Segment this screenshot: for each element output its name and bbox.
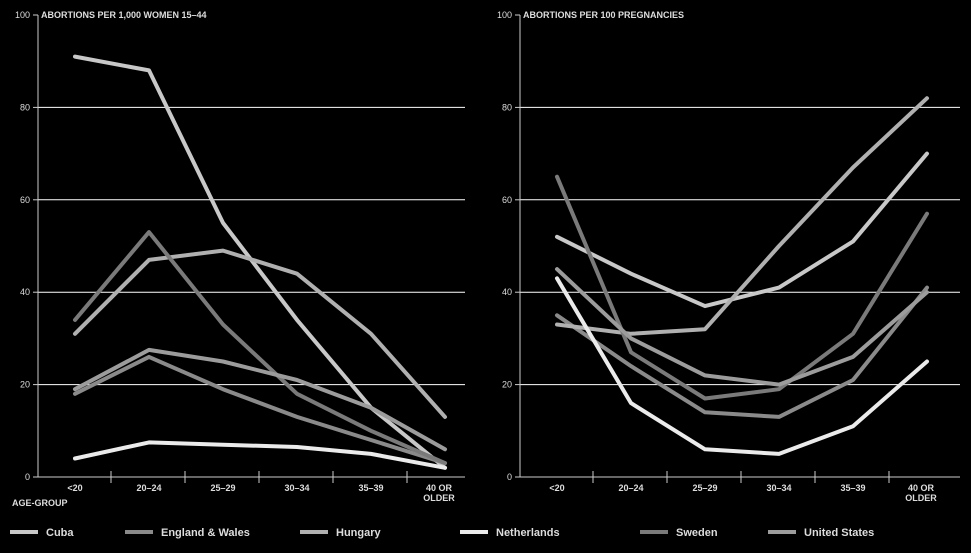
legend-label: Sweden [676,527,718,539]
x-tick-label: 30–34 [284,483,309,493]
x-tick-label: 20–24 [136,483,161,493]
legend-label: United States [804,527,874,539]
x-tick-label: 30–34 [766,483,791,493]
y-tick-label: 60 [502,195,512,205]
x-tick-label: 40 OR OLDER [423,483,455,503]
series-line-england-wales [73,354,447,466]
y-tick-label: 40 [20,287,30,297]
y-tick-label: 60 [20,195,30,205]
panel-title: ABORTIONS PER 1,000 WOMEN 15–44 [41,10,207,20]
x-tick-label: 35–39 [358,483,383,493]
x-tick-label: 35–39 [840,483,865,493]
series-line-sweden [73,230,447,466]
series-line-england-wales [555,285,929,419]
panel-title: ABORTIONS PER 100 PREGNANCIES [523,10,684,20]
y-tick-label: 40 [502,287,512,297]
legend-label: Hungary [336,527,382,539]
y-tick-label: 20 [502,380,512,390]
x-axis-label: AGE-GROUP [12,498,68,508]
y-tick-label: 0 [25,472,30,482]
y-tick-label: 100 [497,10,512,20]
series-line-hungary [73,248,447,419]
legend-label: Netherlands [496,527,560,539]
series-line-cuba [555,151,929,309]
x-tick-label: 40 OR OLDER [905,483,937,503]
legend-label: Cuba [46,527,74,539]
y-tick-label: 100 [15,10,30,20]
x-tick-label: <20 [67,483,82,493]
x-tick-label: <20 [549,483,564,493]
x-tick-label: 25–29 [210,483,235,493]
y-tick-label: 80 [502,102,512,112]
x-tick-label: 25–29 [692,483,717,493]
legend-label: England & Wales [161,527,250,539]
series-line-netherlands [555,276,929,456]
series-line-sweden [555,174,929,401]
series-line-united-states [555,267,929,387]
series-line-netherlands [73,440,447,470]
y-tick-label: 80 [20,102,30,112]
y-tick-label: 0 [507,472,512,482]
series-line-cuba [73,54,447,470]
y-tick-label: 20 [20,380,30,390]
series-line-united-states [73,347,447,452]
x-tick-label: 20–24 [618,483,643,493]
series-line-hungary [555,96,929,336]
